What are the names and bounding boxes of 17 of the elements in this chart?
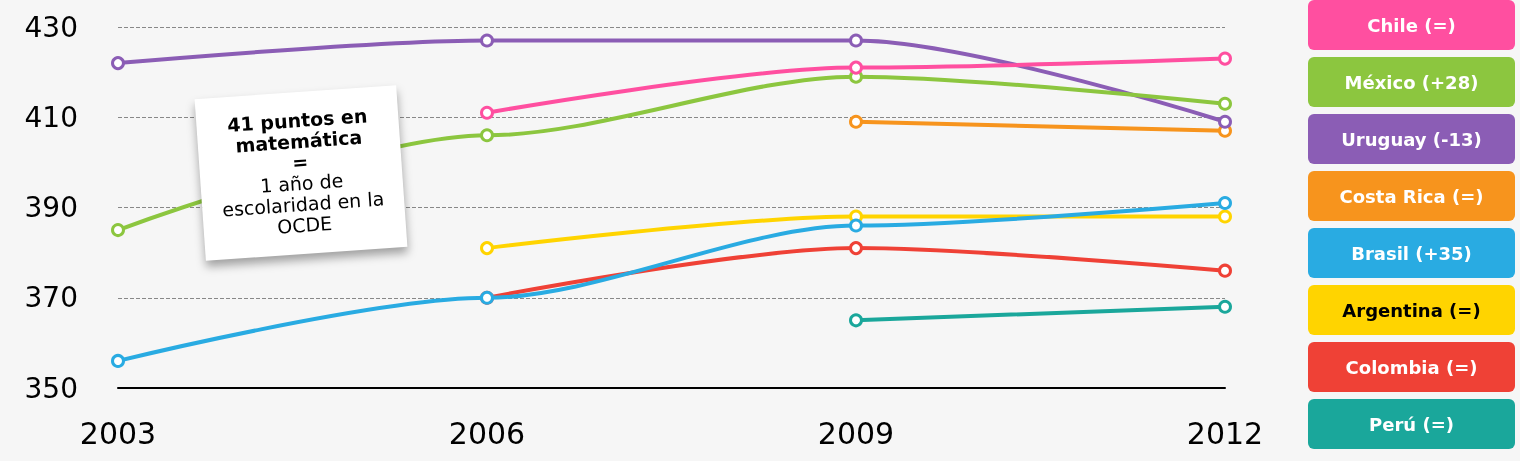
y-tick-label: 390: [24, 191, 78, 224]
text: Colombia (=): [1308, 342, 1515, 392]
text: Chile (=): [1308, 0, 1515, 50]
y-tick-label: 410: [24, 100, 78, 134]
x-tick-label: 2006: [448, 415, 526, 451]
y-tick-label: 430: [24, 10, 78, 44]
x-tick-label: 2003: [79, 415, 157, 451]
text: Perú (=): [1308, 399, 1515, 449]
y-tick-label: 350: [24, 371, 78, 405]
text: México (+28): [1308, 57, 1515, 107]
text: Argentina (=): [1308, 285, 1515, 335]
y-tick-label: 370: [24, 281, 78, 315]
text: Uruguay (-13): [1308, 114, 1515, 164]
x-tick-label: 2009: [817, 415, 895, 451]
text: Brasil (+35): [1308, 228, 1515, 278]
text: Costa Rica (=): [1308, 171, 1515, 221]
x-tick-label: 2012: [1186, 415, 1264, 451]
